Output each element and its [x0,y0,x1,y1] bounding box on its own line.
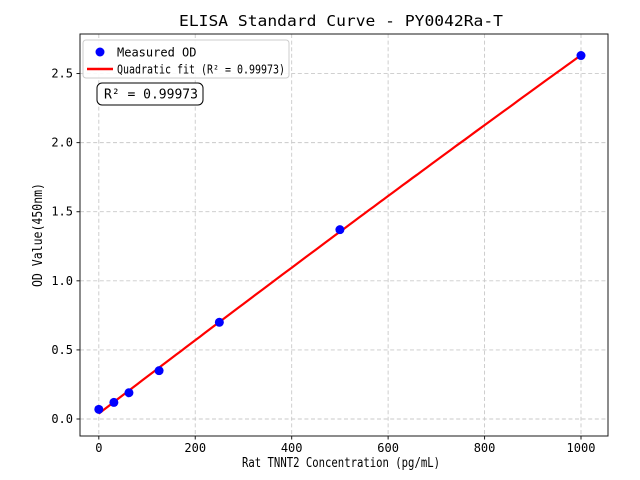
data-point [576,51,586,61]
x-tick-label: 0 [95,441,102,455]
y-tick-label: 1.0 [51,274,73,288]
plot-area-border [79,33,609,437]
plot-series [94,51,586,415]
chart-title: ELISA Standard Curve - PY0042Ra-T [179,12,503,30]
y-tick-label: 0.5 [51,343,73,357]
data-point [214,317,224,327]
data-point [335,225,345,235]
x-tick-label: 400 [281,441,303,455]
data-point [154,366,164,376]
x-tick-label: 1000 [567,441,596,455]
y-tick-label: 2.0 [51,136,73,150]
y-tick-label: 1.5 [51,205,73,219]
legend-label-measured-od: Measured OD [117,46,196,60]
axis-ticks: 0 200 400 600 800 1000 0.0 0.5 1.0 1.5 2.0 2.5 [51,67,595,455]
legend-marker-dot-icon [95,47,105,57]
x-tick-label: 200 [184,441,206,455]
annotation-box [96,82,204,106]
legend-label-quadratic-fit: Quadratic fit (R² = 0.99973) [117,63,285,77]
r-squared-annotation: R² = 0.99973 [96,82,204,106]
y-axis-label: OD Value(450nm) [31,183,46,287]
x-tick-label: 800 [474,441,496,455]
data-point [109,397,119,407]
data-point [94,404,104,414]
x-tick-label: 600 [377,441,399,455]
x-axis-label: Rat TNNT2 Concentration (pg/mL) [242,456,440,471]
legend-frame [82,39,290,79]
data-point [124,388,134,398]
y-tick-label: 2.5 [51,67,73,81]
legend: Measured OD Quadratic fit (R² = 0.99973) [82,39,290,79]
annotation-text: R² = 0.99973 [104,88,198,103]
y-tick-label: 0.0 [51,412,73,426]
